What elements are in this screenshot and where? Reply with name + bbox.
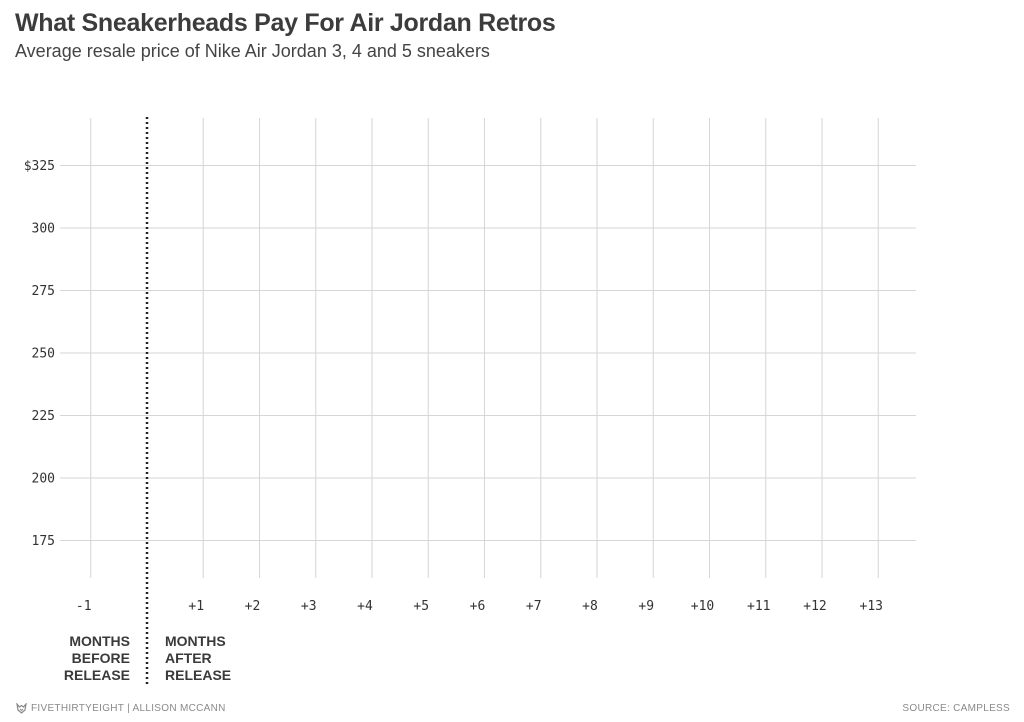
x-tick-label: +6: [470, 599, 486, 614]
y-tick-label: 225: [32, 409, 55, 424]
y-tick-label: 300: [32, 222, 55, 237]
fivethirtyeight-fox-icon: [16, 703, 27, 714]
footer-source: SOURCE: CAMPLESS: [902, 703, 1010, 714]
y-tick-label: $325: [24, 159, 55, 174]
x-tick-label: +2: [245, 599, 261, 614]
x-tick-label: +1: [188, 599, 204, 614]
x-tick-label: +12: [803, 599, 826, 614]
months-after-release-label: MONTHS: [165, 633, 226, 649]
x-tick-label: -1: [76, 599, 92, 614]
x-tick-label: +9: [638, 599, 654, 614]
x-tick-label: +3: [301, 599, 317, 614]
x-tick-label: +8: [582, 599, 598, 614]
y-tick-label: 275: [32, 284, 55, 299]
y-tick-label: 250: [32, 347, 55, 362]
months-before-release-label: BEFORE: [72, 650, 130, 666]
months-after-release-label: RELEASE: [165, 667, 231, 683]
x-tick-label: +10: [691, 599, 714, 614]
y-tick-label: 200: [32, 472, 55, 487]
months-before-release-label: RELEASE: [64, 667, 130, 683]
x-tick-label: +4: [357, 599, 373, 614]
y-tick-label: 175: [32, 534, 55, 549]
chart-title: What Sneakerheads Pay For Air Jordan Ret…: [15, 9, 556, 37]
credit-text: FIVETHIRTYEIGHT | ALLISON MCCANN: [31, 703, 226, 714]
chart-subtitle: Average resale price of Nike Air Jordan …: [15, 41, 490, 61]
grid-lines: [60, 118, 916, 578]
x-tick-label: +5: [413, 599, 429, 614]
months-after-release-label: AFTER: [165, 650, 212, 666]
x-tick-label: +13: [860, 599, 883, 614]
months-before-release-label: MONTHS: [69, 633, 130, 649]
footer-credit: FIVETHIRTYEIGHT | ALLISON MCCANN: [16, 703, 226, 714]
x-tick-label: +11: [747, 599, 770, 614]
axis-labels: 175 200 225 250 275 300 $325 -1 +1 +2 +3 +4 +5 +6 +7 +8…: [24, 159, 883, 614]
x-tick-label: +7: [526, 599, 542, 614]
